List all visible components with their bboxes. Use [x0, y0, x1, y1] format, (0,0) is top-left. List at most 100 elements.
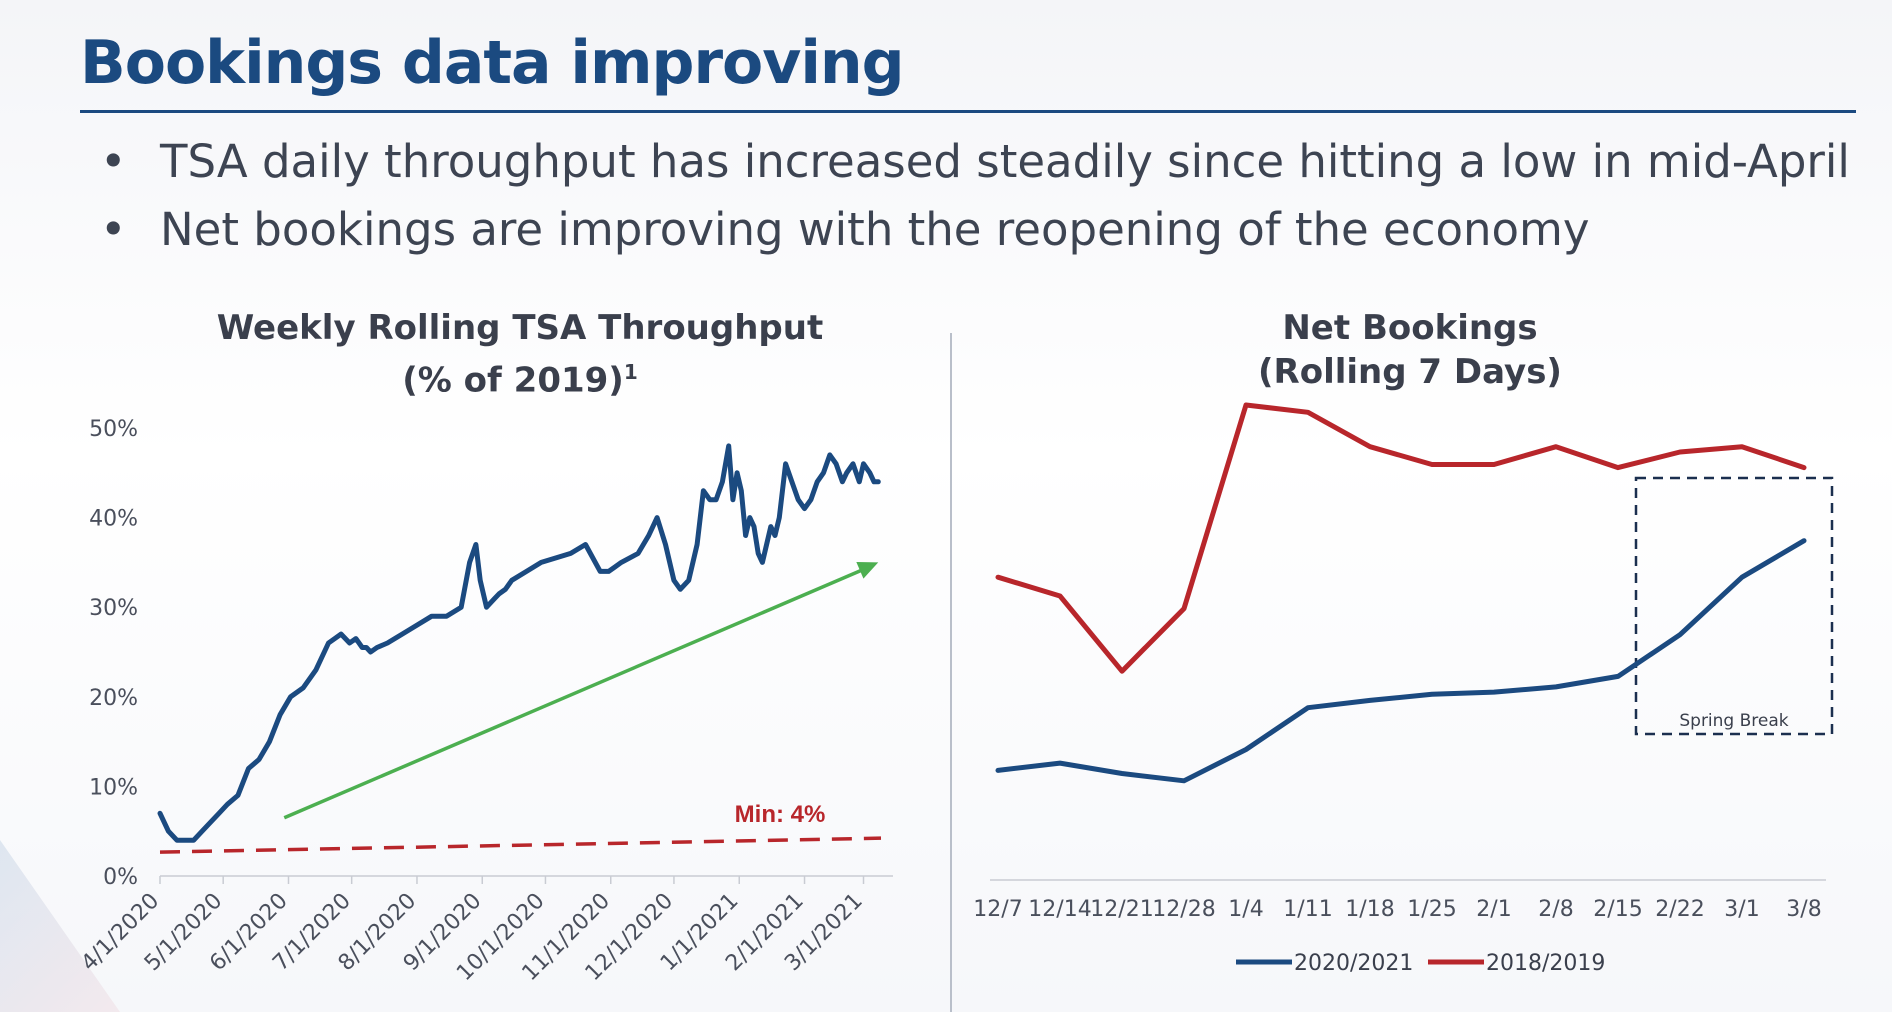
tsa-data-point: [431, 615, 433, 617]
bookings-data-point: [1431, 693, 1433, 695]
bookings-data-point: [1803, 540, 1805, 542]
legend-label: 2018/2019: [1486, 951, 1605, 976]
bullet-list: • TSA daily throughput has increased ste…: [100, 128, 1850, 264]
tsa-data-point: [210, 821, 212, 823]
tsa-data-point: [846, 472, 848, 474]
bullet-text: TSA daily throughput has increased stead…: [160, 135, 1850, 188]
bookings-2018-2019-line: [995, 402, 1807, 674]
bookings-x-tick-label: 1/4: [1228, 897, 1263, 922]
footnote-marker: 1: [623, 360, 638, 384]
tsa-data-point: [269, 741, 271, 743]
tsa-data-point: [770, 526, 772, 528]
bookings-x-tick-label: 12/7: [973, 897, 1022, 922]
tsa-data-point: [159, 812, 161, 814]
tsa-data-point: [258, 759, 260, 761]
tsa-data-point: [247, 767, 249, 769]
tsa-data-point: [475, 543, 477, 545]
tsa-data-point: [656, 517, 658, 519]
tsa-data-point: [869, 472, 871, 474]
tsa-data-point: [237, 794, 239, 796]
tsa-data-point: [445, 615, 447, 617]
tsa-data-point: [620, 561, 622, 563]
bookings-x-tick-label: 2/22: [1655, 897, 1704, 922]
bullet-glyph: •: [100, 135, 127, 188]
tsa-data-point: [679, 588, 681, 590]
bookings-data-point: [1679, 451, 1681, 453]
bookings-data-point: [1059, 595, 1061, 597]
bullet-text: Net bookings are improving with the reop…: [160, 203, 1590, 256]
tsa-data-point: [863, 463, 865, 465]
bookings-data-point: [1369, 699, 1371, 701]
tsa-data-point: [279, 714, 281, 716]
tsa-data-point: [766, 543, 768, 545]
tsa-y-tick-label: 10%: [89, 775, 138, 800]
bookings-data-point: [1493, 691, 1495, 693]
bookings-data-point: [1617, 467, 1619, 469]
bookings-data-point: [1369, 446, 1371, 448]
tsa-data-point: [829, 454, 831, 456]
bookings-data-point: [1741, 446, 1743, 448]
spring-break-label: Spring Break: [1679, 711, 1788, 731]
tsa-chart-title-line2: (% of 2019)1: [180, 350, 860, 402]
tsa-data-point: [740, 490, 742, 492]
tsa-y-tick-label: 0%: [103, 865, 138, 890]
bookings-x-tick-label: 1/11: [1283, 897, 1332, 922]
bookings-data-point: [1803, 467, 1805, 469]
tsa-data-point: [167, 830, 169, 832]
tsa-data-point: [302, 687, 304, 689]
bookings-x-tick-label: 2/15: [1593, 897, 1642, 922]
bookings-data-point: [1183, 780, 1185, 782]
bookings-data-point: [1307, 411, 1309, 413]
tsa-chart-title-line2-text: (% of 2019): [402, 360, 624, 401]
tsa-chart-title: Weekly Rolling TSA Throughput (% of 2019…: [180, 306, 860, 402]
tsa-data-point: [709, 499, 711, 501]
bookings-x-tick-label: 1/18: [1345, 897, 1394, 922]
tsa-data-point: [608, 570, 610, 572]
bookings-data-point: [997, 576, 999, 578]
chart-divider: [950, 333, 952, 1012]
tsa-data-point: [570, 552, 572, 554]
tsa-data-point: [696, 543, 698, 545]
min-annotation-label: Min: 4%: [735, 801, 826, 828]
tsa-data-point: [728, 445, 730, 447]
tsa-data-point: [370, 651, 372, 653]
tsa-y-tick-label: 50%: [89, 417, 138, 442]
tsa-data-point: [778, 517, 780, 519]
tsa-data-point: [494, 597, 496, 599]
tsa-data-point: [702, 490, 704, 492]
tsa-data-point: [757, 552, 759, 554]
tsa-data-point: [416, 624, 418, 626]
spring-break-box: [1634, 476, 1834, 736]
tsa-data-point: [328, 642, 330, 644]
bookings-data-point: [1121, 670, 1123, 672]
tsa-data-point: [340, 633, 342, 635]
tsa-data-point: [365, 647, 367, 649]
tsa-data-point: [555, 557, 557, 559]
tsa-data-point: [614, 566, 616, 568]
tsa-data-point: [315, 669, 317, 671]
tsa-data-point: [858, 481, 860, 483]
tsa-data-point: [715, 499, 717, 501]
tsa-chart-title-line1: Weekly Rolling TSA Throughput: [216, 308, 824, 348]
bullet-glyph: •: [100, 203, 127, 256]
tsa-data-point: [791, 481, 793, 483]
bookings-data-point: [1679, 634, 1681, 636]
tsa-data-point: [852, 463, 854, 465]
slide-title: Bookings data improving: [80, 28, 905, 98]
tsa-data-point: [877, 481, 879, 483]
tsa-data-point: [386, 642, 388, 644]
bookings-data-point: [1555, 686, 1557, 688]
bookings-x-tick-label: 12/14: [1028, 897, 1091, 922]
bookings-chart-title-line2: (Rolling 7 Days): [1258, 352, 1562, 392]
bookings-data-point: [1121, 773, 1123, 775]
tsa-data-point: [498, 593, 500, 595]
tsa-data-point: [193, 839, 195, 841]
tsa-y-tick-label: 30%: [89, 596, 138, 621]
tsa-data-point: [355, 638, 357, 640]
tsa-data-point: [184, 839, 186, 841]
bookings-x-tick-label: 1/25: [1407, 897, 1456, 922]
trend-arrow-head: [856, 562, 879, 579]
tsa-data-point: [761, 561, 763, 563]
tsa-data-point: [736, 472, 738, 474]
